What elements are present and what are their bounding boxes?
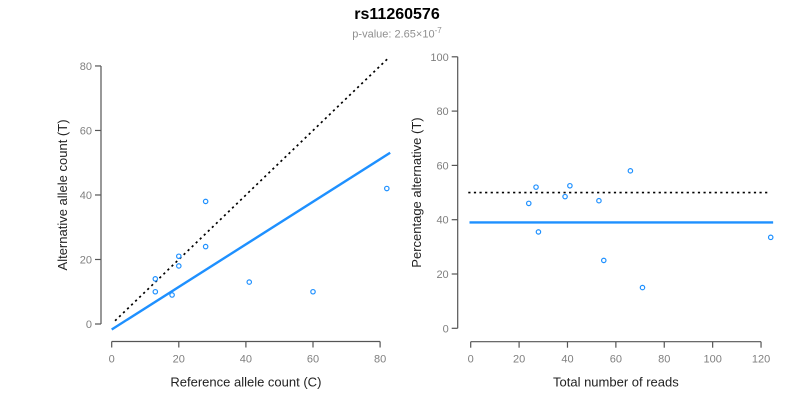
x-tick-label: 60 [307,354,319,366]
data-point [152,288,159,295]
y-tick-label: 20 [80,254,92,266]
data-point [525,200,532,207]
pvalue-exponent: -7 [434,26,442,35]
figure-title: rs11260576 [354,6,440,23]
y-tick-label: 0 [443,323,449,335]
data-point [767,234,774,241]
y-tick-label: 80 [80,61,92,73]
data-point [202,243,209,250]
data-point [202,198,209,205]
fitted-proportion-line [111,151,391,331]
x-axis-title: Total number of reads [553,375,679,390]
data-point [596,197,602,204]
data-point [627,168,634,174]
pvalue-mantissa: 2.65×10 [394,28,435,41]
data-point [152,276,159,282]
x-tick-label: 0 [468,354,474,366]
data-point [176,263,182,269]
y-axis-title: Alternative allele count (T) [55,119,70,270]
x-tick-label: 20 [513,354,525,366]
x-tick-label: 40 [240,354,252,366]
x-axis-title: Reference allele count (C) [170,375,321,390]
data-point [535,229,542,235]
y-tick-label: 60 [80,125,92,137]
y-tick-label: 40 [436,215,448,227]
y-tick-label: 80 [436,106,448,118]
x-tick-label: 100 [703,354,721,366]
x-tick-label: 120 [752,354,770,366]
x-tick-label: 60 [610,354,622,366]
expected-50pct-line [114,57,390,322]
x-tick-label: 80 [658,354,670,366]
y-tick-label: 20 [436,269,448,281]
y-axis-title: Percentage alternative (T) [409,117,424,267]
figure-subtitle: p-value: 2.65×10-7 [0,26,794,41]
y-tick-label: 100 [430,52,448,64]
data-point [246,279,253,285]
data-point [639,284,646,291]
data-point [567,182,573,189]
data-point [562,193,568,200]
x-tick-label: 20 [173,354,185,366]
data-point [310,288,316,295]
data-point [384,185,390,192]
data-point [600,257,607,264]
x-tick-label: 80 [374,354,386,366]
x-tick-label: 0 [109,354,115,366]
pvalue-label: p-value: [352,28,392,41]
y-tick-label: 0 [86,319,92,331]
y-tick-label: 60 [436,160,448,172]
data-point [533,184,539,190]
data-point [176,253,182,260]
y-tick-label: 40 [80,190,92,202]
data-point [169,292,175,298]
x-tick-label: 40 [561,354,573,366]
